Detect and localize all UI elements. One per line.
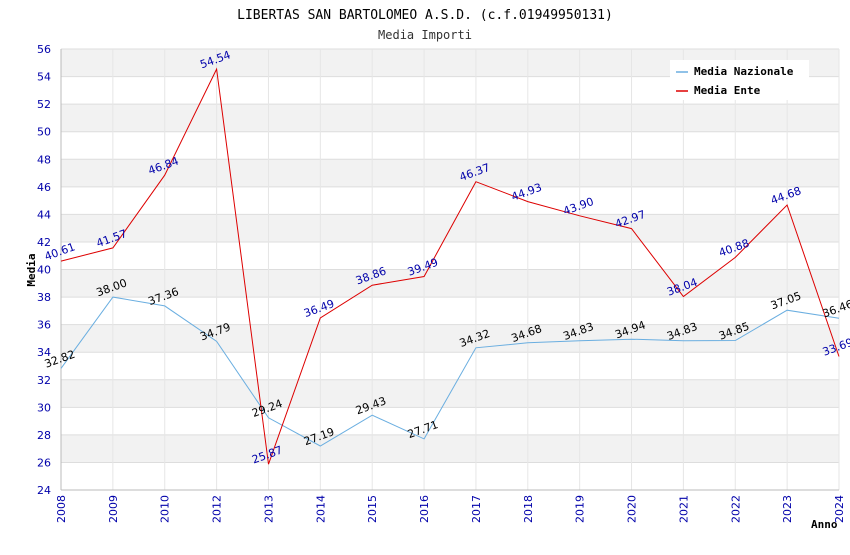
x-tick-label: 2014: [314, 495, 327, 523]
y-axis-ticks: 24 26 28 30 32 34 36 38 40 42 44 46 48 50 52 54 56: [37, 43, 51, 497]
y-tick-label: 52: [37, 98, 51, 111]
y-tick-label: 48: [37, 153, 51, 166]
x-tick-label: 2021: [677, 495, 690, 523]
legend-label-media-ente: Media Ente: [694, 84, 761, 97]
x-tick-label: 2022: [729, 495, 742, 523]
x-tick-label: 2020: [626, 495, 639, 523]
grid-band: [61, 462, 839, 490]
x-tick-label: 2017: [470, 495, 483, 523]
y-tick-label: 44: [37, 208, 51, 221]
x-tick-label: 2010: [159, 495, 172, 523]
y-tick-label: 42: [37, 236, 51, 249]
series-line-media-ente: [60, 67, 840, 465]
y-tick-label: 30: [37, 401, 51, 414]
grid-band: [61, 186, 839, 215]
x-tick-label: 2012: [211, 495, 224, 523]
grid-band: [61, 434, 839, 463]
x-tick-label: 2023: [781, 495, 794, 523]
x-tick-label: 2024: [833, 495, 846, 523]
y-tick-label: 54: [37, 71, 51, 84]
grid-bands: [61, 49, 839, 490]
grid-band: [61, 241, 839, 270]
y-tick-label: 24: [37, 484, 51, 497]
y-axis-label: Media: [25, 253, 38, 286]
y-tick-label: 32: [37, 374, 51, 387]
grid-band: [61, 324, 839, 353]
y-tick-label: 28: [37, 429, 51, 442]
grid-band: [61, 297, 839, 325]
grid-band: [61, 407, 839, 435]
series-line-media-nazionale: [60, 296, 840, 447]
y-tick-label: 36: [37, 319, 51, 332]
x-axis-label: Anno: [811, 518, 838, 531]
grid-band: [61, 131, 839, 160]
chart-subtitle: Media Importi: [378, 28, 472, 42]
legend-label-media-nazionale: Media Nazionale: [694, 65, 794, 78]
x-tick-label: 2016: [418, 495, 431, 523]
y-tick-label: 56: [37, 43, 51, 56]
grid-lines: [60, 48, 840, 491]
y-tick-label: 34: [37, 346, 51, 359]
x-tick-label: 2013: [262, 495, 275, 523]
legend: Media Nazionale Media Ente: [670, 60, 809, 100]
grid-band: [61, 269, 839, 298]
y-tick-label: 26: [37, 456, 51, 469]
grid-band: [61, 159, 839, 187]
grid-band: [61, 352, 839, 380]
x-tick-label: 2009: [107, 495, 120, 523]
x-tick-label: 2018: [522, 495, 535, 523]
y-tick-label: 50: [37, 126, 51, 139]
y-tick-label: 38: [37, 291, 51, 304]
x-tick-label: 2019: [574, 495, 587, 523]
x-tick-label: 2015: [366, 495, 379, 523]
grid-band: [61, 104, 839, 132]
chart-title: LIBERTAS SAN BARTOLOMEO A.S.D. (c.f.0194…: [237, 8, 613, 23]
legend-box: [670, 60, 809, 100]
y-tick-label: 46: [37, 181, 51, 194]
series-lines: [60, 67, 840, 465]
y-tick-label: 40: [37, 264, 51, 277]
x-tick-label: 2008: [55, 495, 68, 523]
x-axis-ticks: 2008 2009 2010 2012 2013 2014 2015 2016 2017 2018…: [55, 495, 846, 523]
